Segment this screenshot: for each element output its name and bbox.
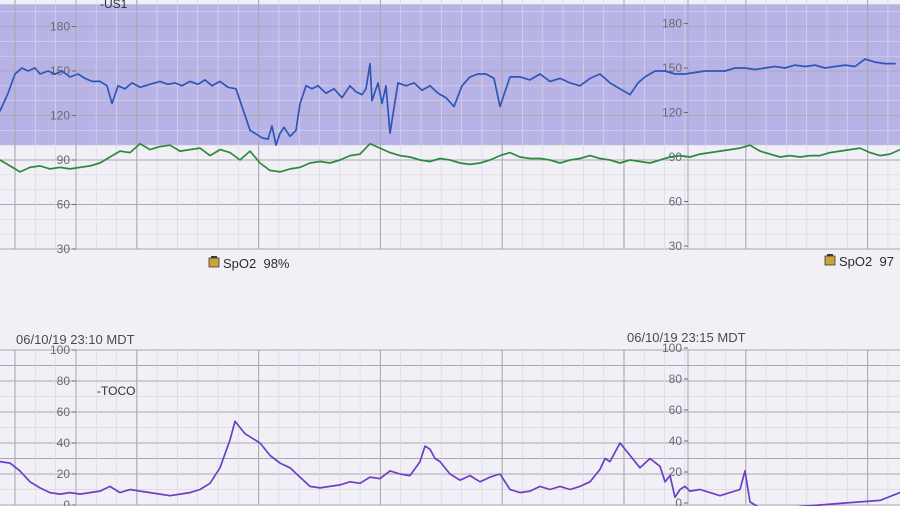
battery-icon [208, 256, 220, 268]
spo2-value-left: SpO2 98% [223, 256, 290, 271]
spo2-value-right: SpO2 97 [839, 254, 894, 269]
ytick-label: 60 [57, 405, 71, 419]
us1-label: -US1 [100, 0, 128, 11]
toco-label: -TOCO [97, 384, 135, 398]
battery-icon [824, 254, 836, 266]
ytick-label: 100 [50, 343, 70, 357]
ytick-label: 0 [675, 496, 682, 506]
ytick-label: 20 [57, 467, 71, 481]
normal-range-band [0, 4, 900, 146]
timestamp-right: 06/10/19 23:15 MDT [627, 330, 746, 345]
top-panel: 210180150120906030 210180150120906030 -U… [0, 0, 900, 256]
ytick-label: 120 [662, 106, 682, 120]
bottom-ytick-labels-right: 100 80 60 40 20 0 [662, 341, 688, 506]
ytick-label: 120 [50, 109, 70, 123]
us1-trace-line [0, 58, 896, 147]
spo2-readout-right: SpO2 97 [824, 254, 894, 269]
ytick-label: 80 [57, 374, 71, 388]
timestamp-left: 06/10/19 23:10 MDT [16, 332, 135, 347]
top-series [0, 58, 900, 173]
bottom-grid [0, 349, 900, 506]
ytick-label: 90 [57, 153, 71, 167]
top-grid [0, 0, 900, 250]
ytick-label: 40 [57, 436, 71, 450]
spo2-readout-left: SpO2 98% [208, 256, 290, 271]
ytick-label: 30 [57, 242, 71, 256]
bottom-series [0, 420, 900, 506]
bottom-ytick-labels-left: 100 80 60 40 20 0 [50, 343, 76, 506]
ytick-label: 60 [669, 403, 683, 417]
top-ytick-labels-left: 210180150120906030 [50, 20, 76, 256]
ytick-label: 60 [669, 195, 683, 209]
ytick-label: 80 [669, 372, 683, 386]
maternal-trace-line [0, 142, 900, 173]
ytick-label: 100 [662, 341, 682, 355]
ytick-label: 0 [63, 498, 70, 506]
ytick-label: 40 [669, 434, 683, 448]
ytick-label: 180 [50, 20, 70, 34]
ytick-label: 180 [662, 17, 682, 31]
toco-trace-line [0, 420, 900, 506]
bottom-panel: 100 80 60 40 20 0 100 80 60 40 20 0 -TOCO [0, 341, 900, 506]
ytick-label: 60 [57, 198, 71, 212]
ytick-label: 30 [669, 239, 683, 253]
ytick-label: 20 [669, 465, 683, 479]
